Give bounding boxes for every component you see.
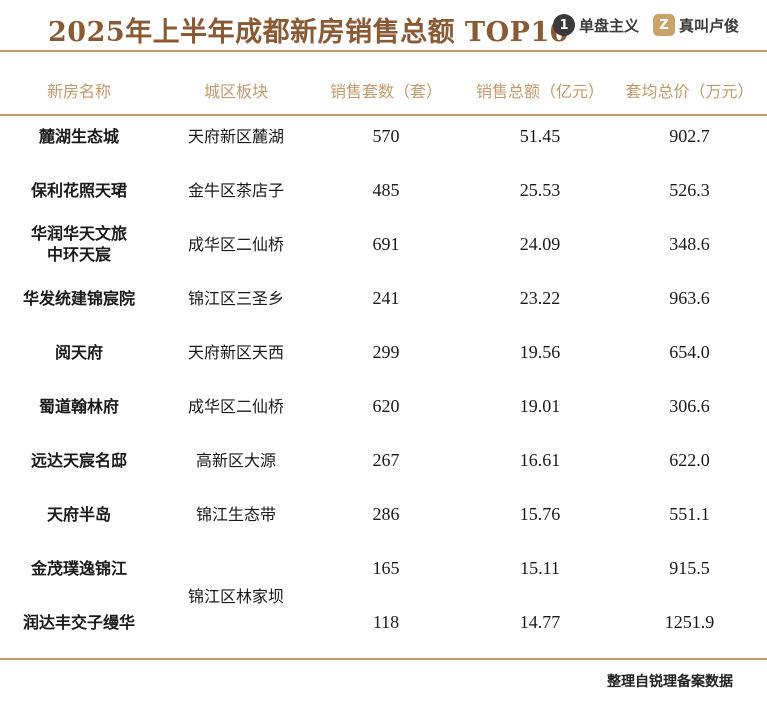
district-area: 高新区大源 [195,450,276,470]
units-sold: 165 [372,557,400,578]
brand-logo-zhenjiao: Z 真叫卢俊 [652,14,739,36]
sales-total: 25.53 [519,179,561,200]
avg-price: 902.7 [669,125,710,146]
sales-total: 23.22 [519,287,561,308]
title-divider [0,50,767,52]
project-name: 阅天府 [54,342,103,362]
units-sold: 241 [372,287,400,308]
table-row: 华润华天文旅 中环天宸 成华区二仙桥 691 24.09 348.6 [0,217,767,271]
table-header: 新房名称 城区板块 销售套数（套） 销售总额（亿元） 套均总价（万元） [0,78,767,106]
project-name: 保利花照天珺 [30,180,127,200]
units-sold: 620 [372,395,400,416]
source-note: 整理自锐理备案数据 [607,674,733,690]
project-name: 天府半岛 [46,504,111,524]
table-row: 金茂璞逸锦江 165 15.11 915.5 [0,541,767,595]
avg-price: 526.3 [669,179,710,200]
sales-total: 24.09 [519,233,561,254]
project-name-line2: 中环天宸 [46,245,111,264]
project-name: 蜀道翰林府 [38,396,119,416]
brand-logos: 1 单盘主义 Z 真叫卢俊 [552,14,739,36]
brand-logo-label: 真叫卢俊 [678,16,739,35]
district-area: 锦江区三圣乡 [187,288,284,308]
avg-price: 348.6 [669,233,710,254]
project-name: 华发统建锦宸院 [22,288,135,308]
sales-total: 15.11 [520,557,560,578]
project-name-line1: 华润华天文旅 [30,224,127,243]
units-sold: 267 [372,449,400,470]
header-total: 销售总额（亿元） [475,82,604,101]
sales-total: 14.77 [519,611,561,632]
header-area: 城区板块 [203,82,268,101]
table-row: 润达丰交子缦华 118 14.77 1251.9 [0,595,767,649]
sales-total: 15.76 [519,503,561,524]
units-sold: 118 [372,611,400,632]
table-row: 天府半岛 锦江生态带 286 15.76 551.1 [0,487,767,541]
zhenjiao-logo-icon: Z [652,14,675,36]
table-row: 蜀道翰林府 成华区二仙桥 620 19.01 306.6 [0,379,767,433]
sales-total: 51.45 [519,125,561,146]
project-name: 麓湖生态城 [38,126,119,146]
sales-total: 16.61 [519,449,561,470]
project-name: 润达丰交子缦华 [22,612,135,632]
brand-logo-label: 单盘主义 [578,16,639,35]
district-area: 金牛区茶店子 [187,180,284,200]
district-area: 锦江生态带 [195,504,276,524]
units-sold: 691 [372,233,400,254]
project-name: 华润华天文旅 中环天宸 [0,217,158,271]
project-name: 金茂璞逸锦江 [30,558,127,578]
sales-total: 19.56 [519,341,561,362]
avg-price: 551.1 [669,503,710,524]
district-area-merged: 锦江区林家坝 [187,587,284,606]
units-sold: 485 [372,179,400,200]
units-sold: 570 [372,125,400,146]
avg-price: 963.6 [669,287,710,308]
header-units: 销售套数（套） [329,82,442,101]
sales-total: 19.01 [519,395,561,416]
header-avg: 套均总价（万元） [625,82,754,101]
table-row: 麓湖生态城 天府新区麓湖 570 51.45 902.7 [0,109,767,163]
avg-price: 306.6 [669,395,710,416]
project-name: 远达天宸名邸 [30,450,127,470]
district-area: 天府新区麓湖 [187,126,284,146]
single-disc-logo-icon: 1 [552,14,575,36]
table-row: 华发统建锦宸院 锦江区三圣乡 241 23.22 963.6 [0,271,767,325]
table-row: 阅天府 天府新区天西 299 19.56 654.0 [0,325,767,379]
district-area: 成华区二仙桥 [187,234,284,254]
district-area: 成华区二仙桥 [187,396,284,416]
bottom-divider [0,658,767,660]
district-area: 天府新区天西 [187,342,284,362]
avg-price: 1251.9 [664,611,715,632]
avg-price: 915.5 [669,557,710,578]
header-divider [0,114,767,116]
avg-price: 622.0 [669,449,710,470]
units-sold: 299 [372,341,400,362]
avg-price: 654.0 [669,341,710,362]
page-title: 2025年上半年成都新房销售总额 TOP10 [48,17,570,48]
table-row: 远达天宸名邸 高新区大源 267 16.61 622.0 [0,433,767,487]
table-row: 保利花照天珺 金牛区茶店子 485 25.53 526.3 [0,163,767,217]
header-name: 新房名称 [46,82,111,101]
brand-logo-danpan: 1 单盘主义 [552,14,639,36]
units-sold: 286 [372,503,400,524]
